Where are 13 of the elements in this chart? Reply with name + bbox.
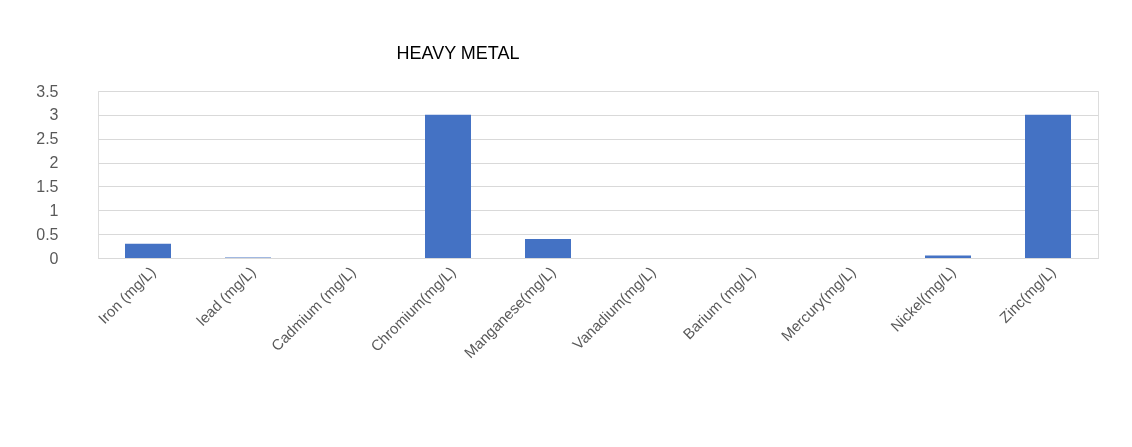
y-tick-label: 2 [49, 154, 59, 172]
y-tick-label: 3.5 [36, 82, 59, 100]
bar [125, 243, 171, 258]
bar [1025, 114, 1071, 258]
y-tick-label: 3 [49, 106, 59, 124]
y-tick-label: 0 [49, 249, 59, 267]
y-tick-label: 0.5 [36, 225, 59, 243]
bar [525, 238, 571, 258]
y-tick-label: 1.5 [36, 177, 59, 195]
y-tick-label: 1 [49, 201, 59, 219]
chart-title: HEAVY METAL [396, 43, 520, 63]
bar [425, 114, 471, 258]
y-tick-label: 2.5 [36, 130, 59, 148]
